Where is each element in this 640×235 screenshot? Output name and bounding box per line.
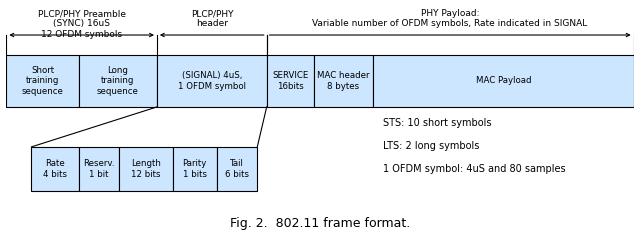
Text: Reserv.
1 bit: Reserv. 1 bit [83,159,115,179]
Text: PHY Payload:
Variable number of OFDM symbols, Rate indicated in SIGNAL: PHY Payload: Variable number of OFDM sym… [312,9,588,28]
Text: Length
12 bits: Length 12 bits [131,159,161,179]
Text: SERVICE
16bits: SERVICE 16bits [272,71,308,91]
Bar [119,147,173,191]
Text: LTS: 2 long symbols: LTS: 2 long symbols [383,141,479,151]
Bar [373,55,634,107]
Bar [267,55,314,107]
Bar [79,55,157,107]
Bar [79,147,119,191]
Text: Parity
1 bits: Parity 1 bits [182,159,207,179]
Text: Long
training
sequence: Long training sequence [97,66,139,96]
Text: MAC header
8 bytes: MAC header 8 bytes [317,71,370,91]
Text: PLCP/PHY
header: PLCP/PHY header [191,9,234,28]
Text: 1 OFDM symbol: 4uS and 80 samples: 1 OFDM symbol: 4uS and 80 samples [383,164,565,174]
Text: Fig. 2.  802.11 frame format.: Fig. 2. 802.11 frame format. [230,217,410,230]
Bar [157,55,267,107]
Bar [216,147,257,191]
Text: PLCP/PHY Preamble
(SYNC) 16uS
12 OFDM symbols: PLCP/PHY Preamble (SYNC) 16uS 12 OFDM sy… [38,9,125,39]
Bar [314,55,373,107]
Text: Rate
4 bits: Rate 4 bits [43,159,67,179]
Text: STS: 10 short symbols: STS: 10 short symbols [383,118,492,128]
Bar [6,55,79,107]
Text: Short
training
sequence: Short training sequence [22,66,63,96]
Text: Tail
6 bits: Tail 6 bits [225,159,249,179]
Text: MAC Payload: MAC Payload [476,76,531,86]
Bar [173,147,216,191]
Bar [31,147,79,191]
Text: (SIGNAL) 4uS,
1 OFDM symbol: (SIGNAL) 4uS, 1 OFDM symbol [178,71,246,91]
